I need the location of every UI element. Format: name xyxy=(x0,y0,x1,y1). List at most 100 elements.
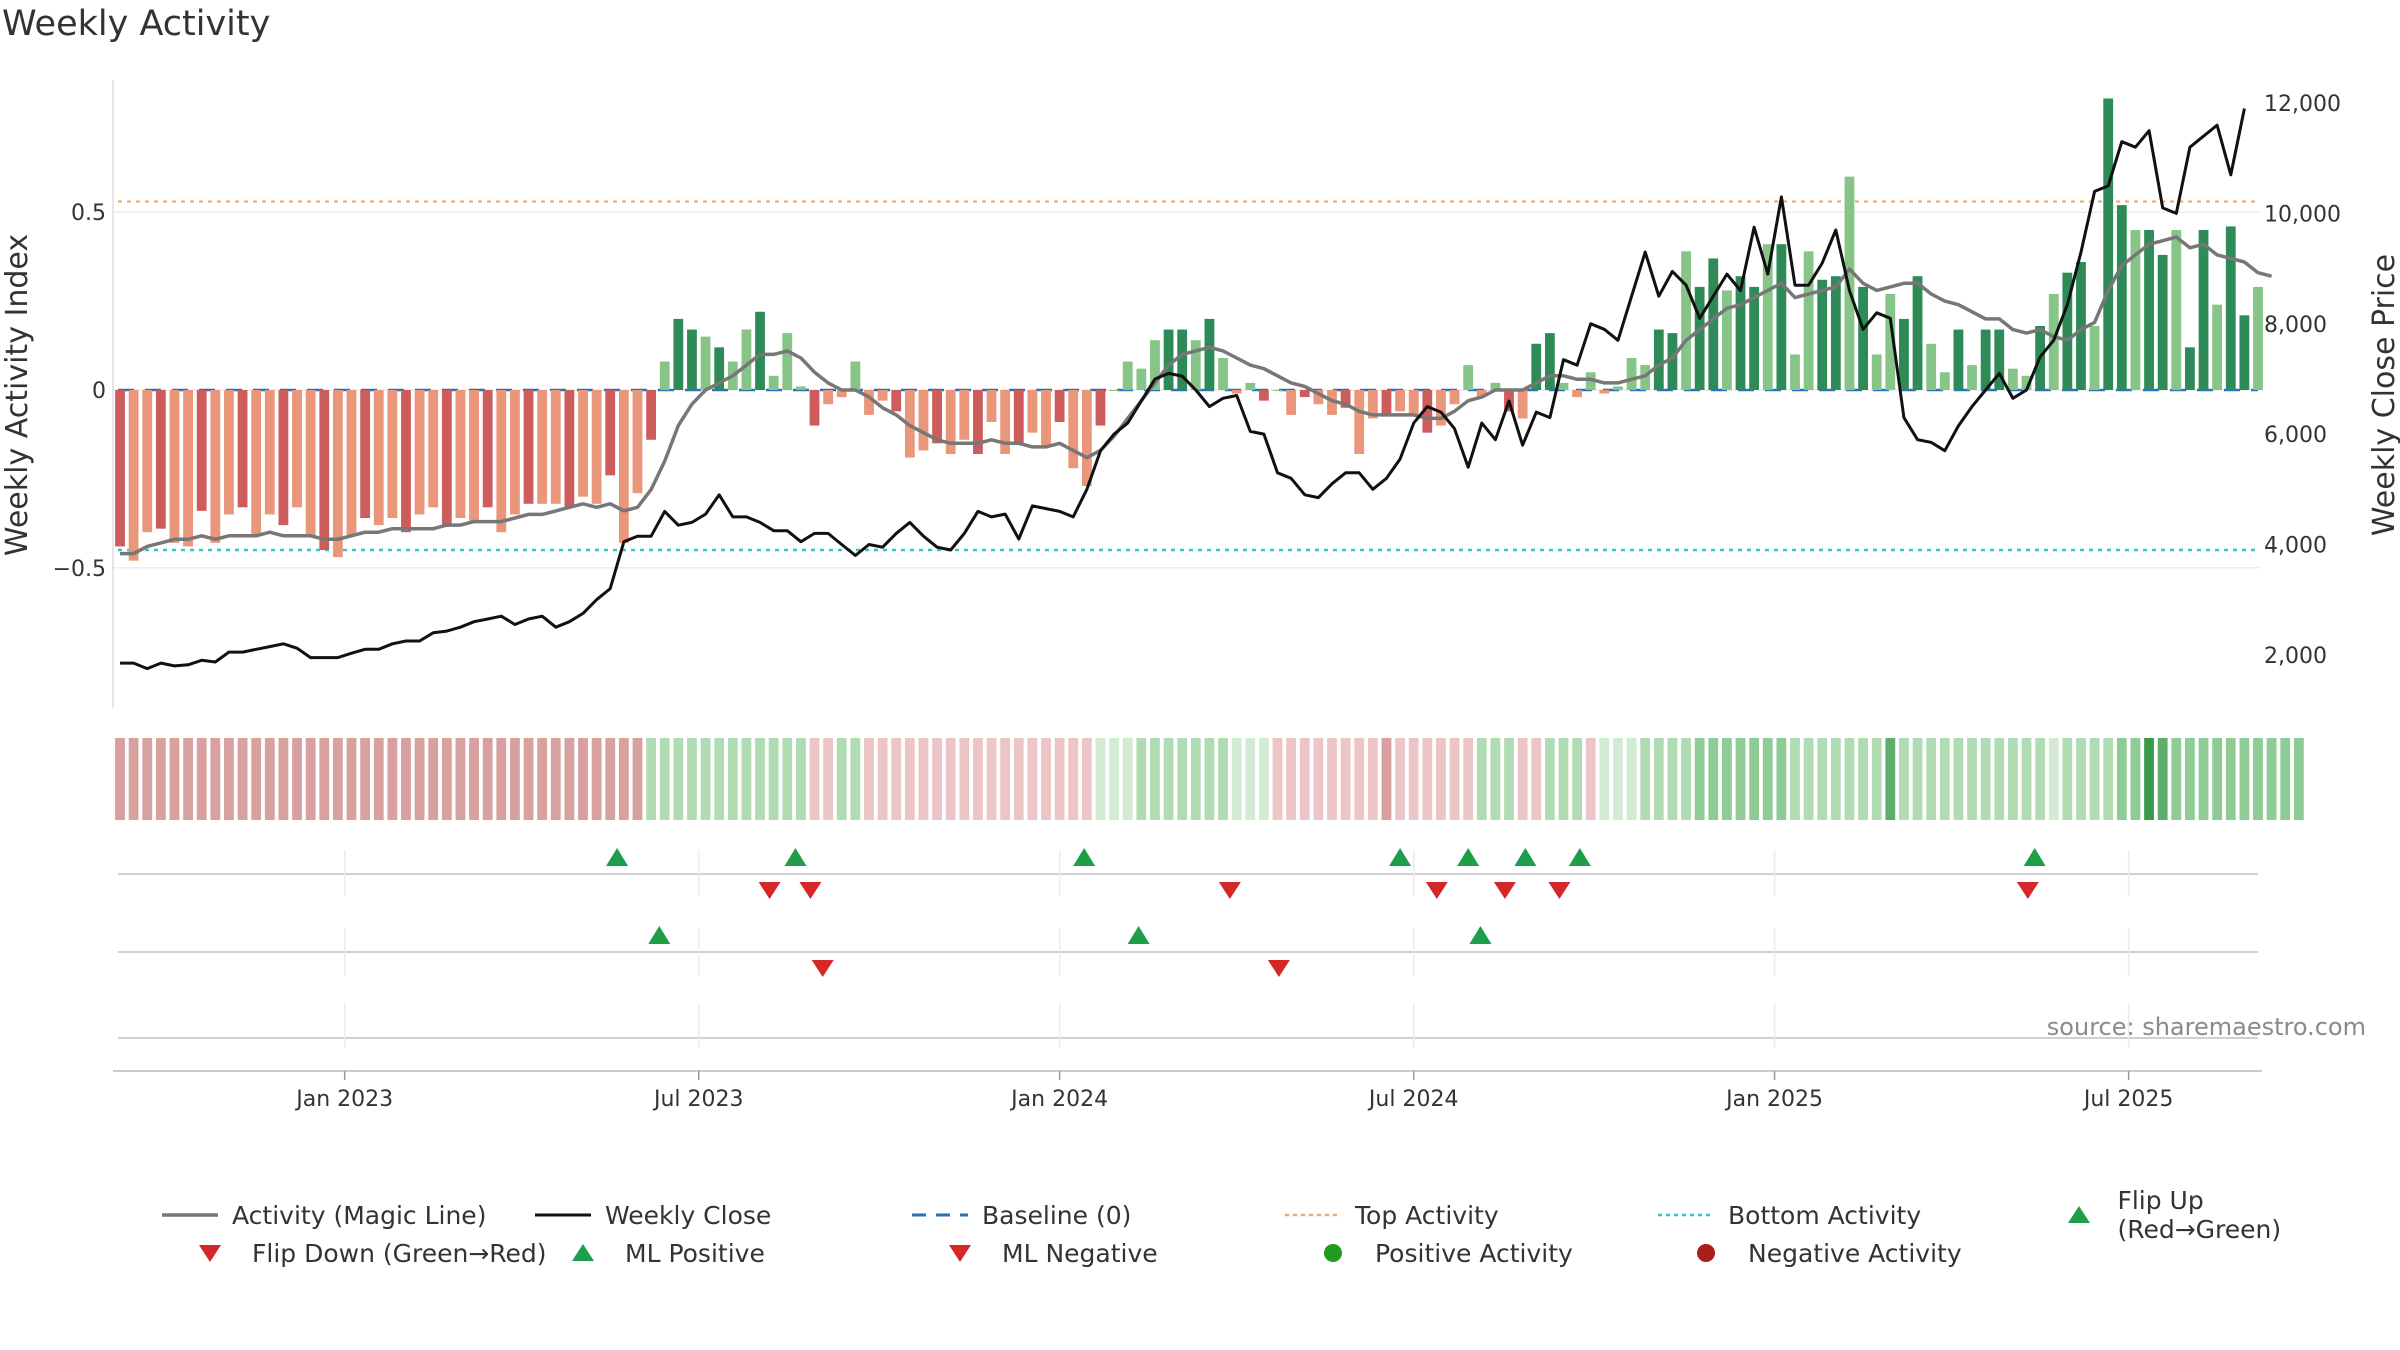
signal-markers xyxy=(606,848,2046,977)
activity-strip-cell xyxy=(959,738,970,820)
activity-bar xyxy=(1735,276,1746,390)
activity-strip-cell xyxy=(183,738,193,820)
activity-strip-cell xyxy=(2089,738,2100,820)
activity-strip-cell xyxy=(1830,738,1841,820)
activity-strip-cell xyxy=(700,738,711,820)
legend-item: Flip Up (Red→Green) xyxy=(2049,1186,2360,1244)
activity-bar xyxy=(1013,390,1024,444)
activity-bar xyxy=(932,390,942,444)
activity-strip-cell xyxy=(2157,738,2168,820)
magic-line-series xyxy=(120,235,2273,556)
legend-triangle-icon xyxy=(199,1245,221,1262)
activity-bar xyxy=(1150,340,1160,390)
legend-line-icon xyxy=(535,1213,591,1217)
activity-bar xyxy=(1190,340,1201,390)
activity-strip-cell xyxy=(973,738,983,820)
flip-down-marker xyxy=(2016,882,2039,899)
legend-line-icon xyxy=(162,1213,218,1217)
activity-bar xyxy=(428,390,439,508)
activity-bar xyxy=(1490,382,1501,390)
legend-swatch xyxy=(1324,1244,1342,1262)
activity-strip-cell xyxy=(1150,738,1160,820)
activity-strip-cell xyxy=(1109,738,1120,820)
activity-strip-cell xyxy=(1613,738,1623,820)
activity-bar xyxy=(1449,390,1460,405)
activity-strip-cell xyxy=(1395,738,1405,820)
activity-strip-cell xyxy=(1558,738,1569,820)
activity-strip-cell xyxy=(1000,738,1011,820)
legend-dot-icon xyxy=(1697,1244,1715,1262)
legend-line-icon xyxy=(1658,1213,1714,1217)
activity-strip-cell xyxy=(360,738,371,820)
activity-bar xyxy=(823,390,834,405)
activity-bar xyxy=(714,347,725,390)
activity-strip-cell xyxy=(932,738,942,820)
activity-bar xyxy=(605,390,616,476)
flip-down-marker xyxy=(1425,882,1448,899)
activity-bar xyxy=(1926,343,1937,390)
activity-strip-cell xyxy=(2116,738,2127,820)
activity-bar xyxy=(1558,382,1569,390)
activity-strip-cell xyxy=(1054,738,1065,820)
activity-bar xyxy=(1939,372,1950,390)
activity-bar xyxy=(1790,354,1800,390)
activity-strip-cell xyxy=(128,738,139,820)
activity-strip-cell xyxy=(1531,738,1542,820)
activity-strip-cell xyxy=(1749,738,1760,820)
activity-bar xyxy=(1436,390,1446,426)
activity-bar xyxy=(441,390,452,526)
activity-bar xyxy=(1517,390,1528,419)
activity-strip-cell xyxy=(727,738,738,820)
activity-bar xyxy=(687,329,697,390)
activity-strip-cell xyxy=(428,738,439,820)
activity-bar xyxy=(891,390,902,412)
legend-triangle-icon xyxy=(949,1245,971,1262)
activity-strip-cell xyxy=(292,738,302,820)
activity-bar xyxy=(618,390,629,543)
activity-strip-cell xyxy=(659,738,670,820)
activity-bar xyxy=(1231,390,1242,394)
activity-bar xyxy=(795,386,806,390)
activity-strip-cell xyxy=(1381,738,1392,820)
activity-strip-cell xyxy=(1231,738,1242,820)
activity-bar xyxy=(1599,390,1610,394)
activity-strip-cell xyxy=(1218,738,1228,820)
activity-bar xyxy=(2225,226,2236,390)
activity-bar xyxy=(564,390,575,508)
activity-strip-cell xyxy=(523,738,534,820)
activity-bar xyxy=(1163,329,1174,390)
activity-strip-cell xyxy=(714,738,725,820)
activity-strip-cell xyxy=(1258,738,1269,820)
activity-bar xyxy=(346,390,357,536)
activity-strip-cell xyxy=(2035,738,2046,820)
activity-strip-cell xyxy=(768,738,779,820)
activity-strip-cell xyxy=(1926,738,1937,820)
y-tick-label: 0.5 xyxy=(71,201,106,226)
activity-strip-cell xyxy=(1572,738,1583,820)
activity-bar xyxy=(1408,390,1419,415)
activity-bar xyxy=(1299,390,1310,398)
activity-bar xyxy=(1749,286,1760,390)
flip-down-marker xyxy=(758,882,781,899)
activity-strip-cell xyxy=(155,738,166,820)
activity-strip-cell xyxy=(795,738,806,820)
activity-bar xyxy=(278,390,289,526)
activity-bar xyxy=(2007,368,2018,390)
activity-strip-cell xyxy=(1340,738,1351,820)
activity-strip-cell xyxy=(1422,738,1433,820)
activity-strip-cell xyxy=(1517,738,1528,820)
activity-strip-cell xyxy=(1299,738,1310,820)
activity-bar xyxy=(237,390,248,508)
flip-up-marker xyxy=(784,848,807,866)
legend-row: Activity (Magic Line) Weekly Close Baselin… xyxy=(160,1186,2360,1244)
activity-strip-cell xyxy=(1762,738,1773,820)
legend-item: Positive Activity xyxy=(1303,1234,1573,1272)
activity-strip-cell xyxy=(564,738,575,820)
activity-strip-cell xyxy=(2266,738,2277,820)
flip-down-marker xyxy=(799,882,822,899)
activity-strip-cell xyxy=(224,738,234,820)
legend-swatch xyxy=(949,1245,971,1262)
activity-strip-cell xyxy=(346,738,357,820)
activity-bar xyxy=(1681,251,1691,390)
activity-bar xyxy=(1422,390,1433,433)
